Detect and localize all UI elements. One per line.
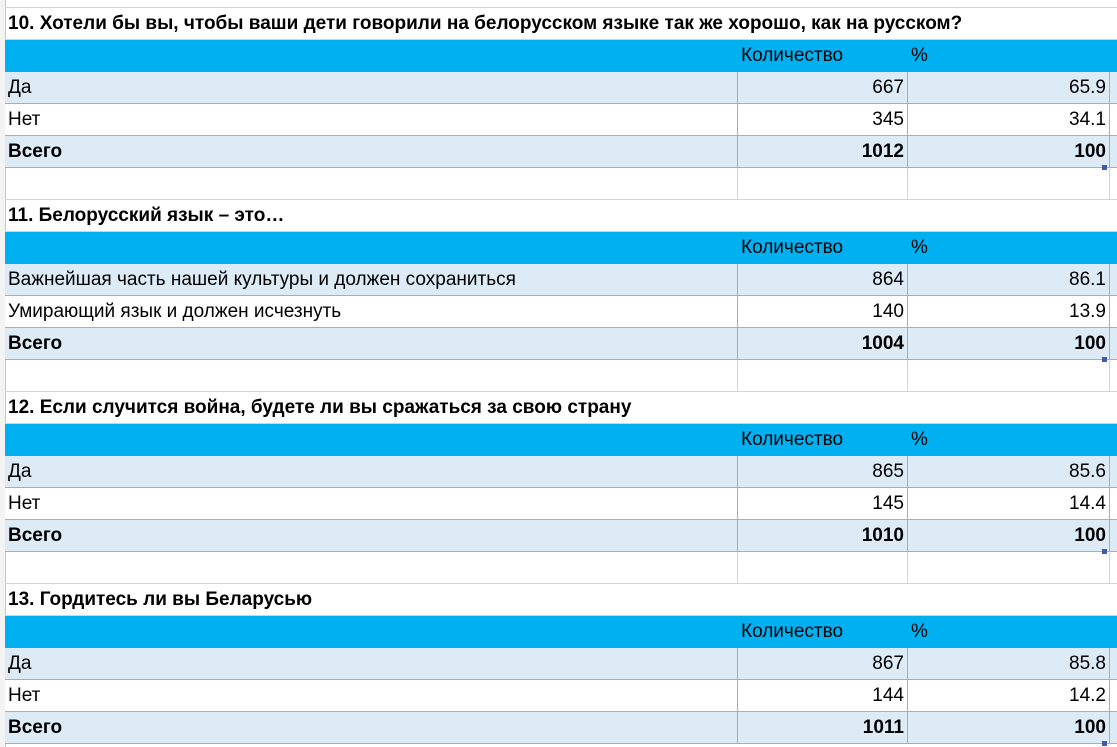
header-percent[interactable]: % bbox=[911, 237, 928, 258]
total-row[interactable]: Всего 1011 100 bbox=[5, 712, 1117, 746]
row-percent[interactable]: 86.1 bbox=[907, 264, 1110, 295]
row-headers[interactable] bbox=[0, 0, 6, 747]
row-label[interactable]: Да bbox=[8, 77, 32, 98]
row-percent[interactable]: 85.6 bbox=[907, 456, 1110, 487]
cell[interactable] bbox=[5, 552, 737, 583]
row-label[interactable]: Да bbox=[8, 653, 32, 674]
cell[interactable] bbox=[737, 552, 907, 583]
section-title[interactable]: 13. Гордитесь ли вы Беларусью bbox=[8, 589, 313, 610]
section-title[interactable]: 10. Хотели бы вы, чтобы ваши дети говори… bbox=[8, 13, 963, 34]
table-header-row[interactable]: Количество % bbox=[5, 424, 1117, 456]
row-percent[interactable]: 85.8 bbox=[907, 648, 1110, 679]
section-title[interactable]: 11. Белорусский язык – это… bbox=[8, 205, 285, 226]
grid-row[interactable] bbox=[5, 0, 1117, 8]
row-label[interactable]: Нет bbox=[8, 685, 41, 706]
section-title-row[interactable]: 13. Гордитесь ли вы Беларусью bbox=[5, 584, 1117, 616]
row-percent[interactable]: 34.1 bbox=[907, 104, 1110, 135]
header-percent[interactable]: % bbox=[911, 429, 928, 450]
empty-row[interactable] bbox=[5, 360, 1117, 392]
total-label[interactable]: Всего bbox=[8, 717, 63, 738]
total-row[interactable]: Всего 1010 100 bbox=[5, 520, 1117, 554]
table-row[interactable]: Да 867 85.8 bbox=[5, 648, 1117, 680]
fill-handle[interactable] bbox=[1102, 165, 1107, 170]
total-percent[interactable]: 100 bbox=[907, 520, 1110, 551]
cell[interactable] bbox=[907, 168, 1110, 199]
table-row[interactable]: Да 865 85.6 bbox=[5, 456, 1117, 488]
section-title-row[interactable]: 11. Белорусский язык – это… bbox=[5, 200, 1117, 232]
table-header-row[interactable]: Количество % bbox=[5, 616, 1117, 648]
empty-row[interactable] bbox=[5, 552, 1117, 584]
row-count[interactable]: 667 bbox=[737, 72, 907, 103]
table-row[interactable]: Важнейшая часть нашей культуры и должен … bbox=[5, 264, 1117, 296]
total-label[interactable]: Всего bbox=[8, 333, 63, 354]
total-percent[interactable]: 100 bbox=[907, 712, 1110, 743]
row-label[interactable]: Важнейшая часть нашей культуры и должен … bbox=[8, 269, 516, 290]
section-title[interactable]: 12. Если случится война, будете ли вы ср… bbox=[8, 397, 632, 418]
row-label[interactable]: Нет bbox=[8, 109, 41, 130]
header-count[interactable]: Количество bbox=[741, 621, 844, 642]
row-count[interactable]: 345 bbox=[737, 104, 907, 135]
table-header-row[interactable]: Количество % bbox=[5, 232, 1117, 264]
section-title-row[interactable]: 10. Хотели бы вы, чтобы ваши дети говори… bbox=[5, 8, 1117, 40]
cell[interactable] bbox=[907, 552, 1110, 583]
total-row[interactable]: Всего 1004 100 bbox=[5, 328, 1117, 362]
total-count[interactable]: 1004 bbox=[737, 328, 907, 359]
fill-handle[interactable] bbox=[1102, 741, 1107, 746]
header-percent[interactable]: % bbox=[911, 45, 928, 66]
row-label[interactable]: Нет bbox=[8, 493, 41, 514]
cell[interactable] bbox=[737, 168, 907, 199]
total-count[interactable]: 1011 bbox=[737, 712, 907, 743]
row-percent[interactable]: 13.9 bbox=[907, 296, 1110, 327]
row-count[interactable]: 867 bbox=[737, 648, 907, 679]
row-percent[interactable]: 14.4 bbox=[907, 488, 1110, 519]
cell[interactable] bbox=[5, 0, 737, 7]
row-count[interactable]: 865 bbox=[737, 456, 907, 487]
total-percent[interactable]: 100 bbox=[907, 328, 1110, 359]
total-row[interactable]: Всего 1012 100 bbox=[5, 136, 1117, 170]
total-label[interactable]: Всего bbox=[8, 525, 63, 546]
cell[interactable] bbox=[5, 168, 737, 199]
fill-handle[interactable] bbox=[1102, 549, 1107, 554]
row-count[interactable]: 140 bbox=[737, 296, 907, 327]
row-percent[interactable]: 14.2 bbox=[907, 680, 1110, 711]
header-count[interactable]: Количество bbox=[741, 237, 844, 258]
row-count[interactable]: 864 bbox=[737, 264, 907, 295]
row-label[interactable]: Да bbox=[8, 461, 32, 482]
table-row[interactable]: Нет 144 14.2 bbox=[5, 680, 1117, 712]
total-count[interactable]: 1010 bbox=[737, 520, 907, 551]
total-count[interactable]: 1012 bbox=[737, 136, 907, 167]
cell[interactable] bbox=[907, 360, 1110, 391]
header-count[interactable]: Количество bbox=[741, 429, 844, 450]
row-label[interactable]: Умирающий язык и должен исчезнуть bbox=[8, 301, 342, 322]
header-percent[interactable]: % bbox=[911, 621, 928, 642]
header-count[interactable]: Количество bbox=[741, 45, 844, 66]
row-count[interactable]: 145 bbox=[737, 488, 907, 519]
table-row[interactable]: Нет 345 34.1 bbox=[5, 104, 1117, 136]
cell[interactable] bbox=[737, 360, 907, 391]
cell[interactable] bbox=[5, 360, 737, 391]
table-header-row[interactable]: Количество % bbox=[5, 40, 1117, 72]
total-percent[interactable]: 100 bbox=[907, 136, 1110, 167]
fill-handle[interactable] bbox=[1102, 357, 1107, 362]
empty-row[interactable] bbox=[5, 168, 1117, 200]
table-row[interactable]: Да 667 65.9 bbox=[5, 72, 1117, 104]
row-percent[interactable]: 65.9 bbox=[907, 72, 1110, 103]
total-label[interactable]: Всего bbox=[8, 141, 63, 162]
section-title-row[interactable]: 12. Если случится война, будете ли вы ср… bbox=[5, 392, 1117, 424]
table-row[interactable]: Нет 145 14.4 bbox=[5, 488, 1117, 520]
row-count[interactable]: 144 bbox=[737, 680, 907, 711]
table-row[interactable]: Умирающий язык и должен исчезнуть 140 13… bbox=[5, 296, 1117, 328]
